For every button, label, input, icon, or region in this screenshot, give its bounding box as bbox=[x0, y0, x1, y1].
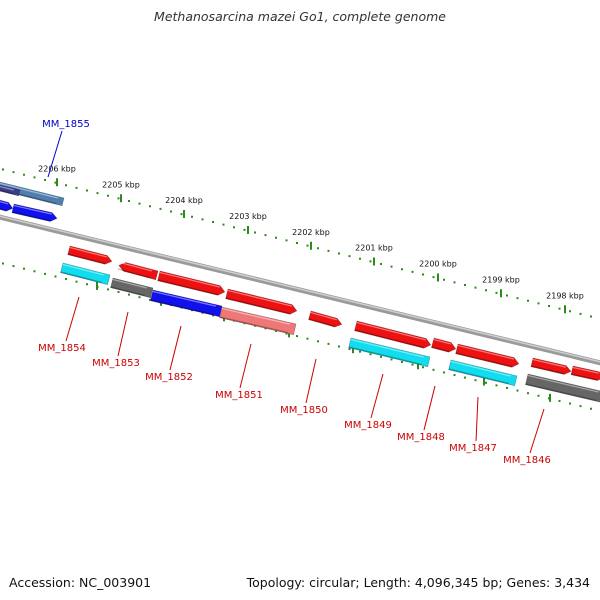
gene-feature-gray-1 bbox=[110, 277, 154, 299]
kbp-tick-label: 2199 kbp bbox=[482, 275, 520, 284]
outer-kbp-scale: 2206 kbp 2205 kbp 2204 kbp 2203 kbp 2202 kbp… bbox=[2, 164, 592, 318]
gene-feature-dark-purple bbox=[0, 184, 21, 197]
gene-label[interactable]: MM_1853 bbox=[92, 358, 140, 369]
gene-label[interactable]: MM_1850 bbox=[280, 405, 328, 416]
kbp-tick-label: 2198 kbp bbox=[546, 291, 584, 300]
gene-label[interactable]: MM_1847 bbox=[449, 443, 497, 454]
kbp-tick-label: 2205 kbp bbox=[102, 180, 140, 189]
gene-feature-red-10 bbox=[570, 365, 600, 381]
gene-leader-line bbox=[475, 396, 479, 442]
gene-labels: MM_1855 MM_1854 MM_1853 MM_1852 MM_1851 MM_18… bbox=[38, 119, 551, 466]
gene-feature-red-3 bbox=[157, 270, 226, 296]
gene-feature-blue bbox=[11, 203, 58, 222]
gene-feature-cyan-3 bbox=[448, 359, 518, 387]
gene-leader-line bbox=[117, 311, 129, 357]
gene-feature-red-1 bbox=[67, 245, 113, 265]
gene-leader-line bbox=[423, 385, 436, 431]
genome-summary-text: Topology: circular; Length: 4,096,345 bp… bbox=[246, 575, 590, 590]
map-title: Methanosarcina mazei Go1, complete genom… bbox=[154, 9, 446, 24]
gene-label[interactable]: MM_1852 bbox=[145, 372, 193, 383]
gene-feature-red-6 bbox=[354, 320, 432, 349]
gene-feature-pink-1851 bbox=[219, 306, 297, 336]
gene-features bbox=[0, 181, 600, 403]
gene-feature-red-4 bbox=[225, 288, 298, 315]
gene-feature-gray-2 bbox=[525, 373, 600, 403]
genome-backbone bbox=[0, 214, 600, 366]
gene-label[interactable]: MM_1854 bbox=[38, 343, 86, 354]
gene-feature-red-5 bbox=[308, 310, 343, 328]
gene-feature-red-8 bbox=[455, 343, 520, 368]
gene-leader-line bbox=[305, 358, 317, 404]
kbp-tick-label: 2204 kbp bbox=[165, 196, 203, 205]
gene-feature-red-7 bbox=[431, 337, 457, 353]
kbp-tick-label: 2200 kbp bbox=[419, 260, 457, 269]
gene-leader-line bbox=[65, 296, 80, 342]
gene-feature-red-9 bbox=[530, 357, 572, 375]
gene-leader-line bbox=[239, 343, 252, 389]
gene-feature-cyan-2 bbox=[348, 337, 431, 368]
gene-label[interactable]: MM_1848 bbox=[397, 432, 445, 443]
kbp-tick-label: 2206 kbp bbox=[38, 164, 76, 173]
gene-label[interactable]: MM_1851 bbox=[215, 390, 263, 401]
kbp-tick-label: 2201 kbp bbox=[355, 244, 393, 253]
inner-kbp-scale bbox=[2, 262, 592, 410]
kbp-tick-label: 2202 kbp bbox=[292, 228, 330, 237]
gene-leader-line bbox=[370, 373, 384, 419]
gene-feature-red-2 bbox=[117, 261, 159, 281]
gene-label[interactable]: MM_1846 bbox=[503, 455, 551, 466]
gene-feature-blue-1852 bbox=[150, 289, 223, 318]
kbp-tick-label: 2203 kbp bbox=[229, 212, 267, 221]
gene-leader-line bbox=[47, 130, 63, 178]
gene-leader-line bbox=[529, 408, 545, 454]
gene-leader-line bbox=[169, 325, 182, 371]
gene-feature-blue-left bbox=[0, 199, 14, 212]
gene-label[interactable]: MM_1849 bbox=[344, 420, 392, 431]
gene-label[interactable]: MM_1855 bbox=[42, 119, 90, 130]
accession-text: Accession: NC_003901 bbox=[9, 575, 152, 590]
gene-feature-cyan-1 bbox=[60, 262, 111, 286]
